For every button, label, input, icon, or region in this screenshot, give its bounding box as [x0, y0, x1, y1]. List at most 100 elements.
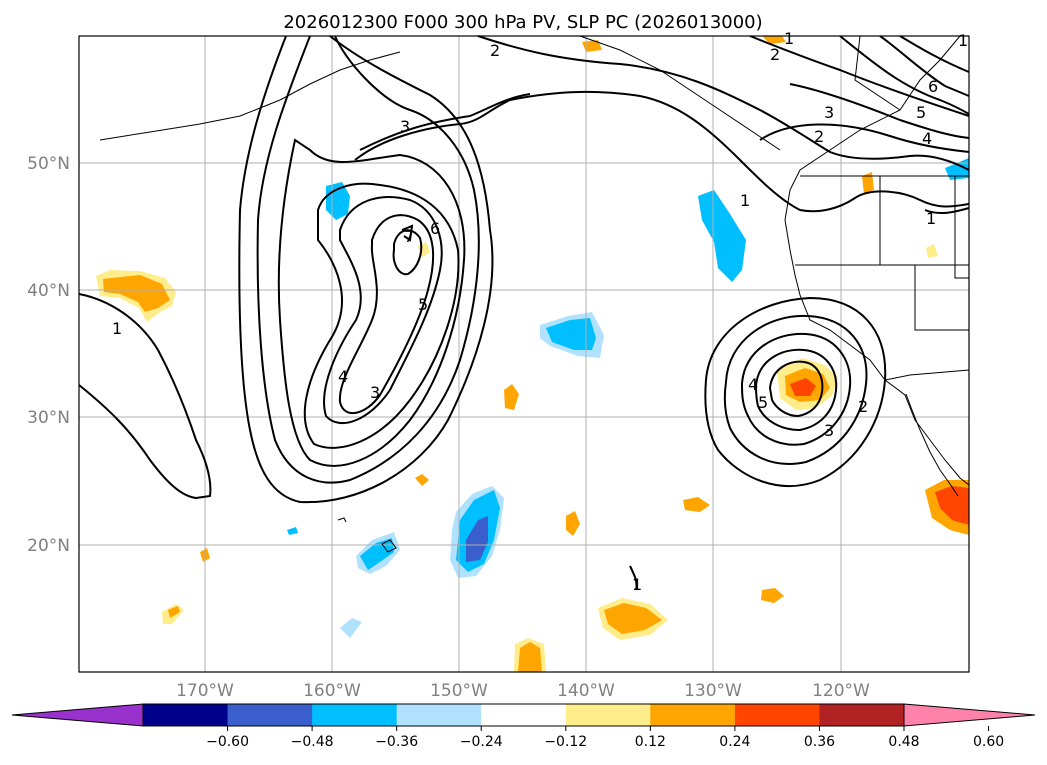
colorbar-segment [227, 704, 313, 726]
lon-label: 140°W [557, 681, 615, 701]
colorbar-segment [650, 704, 736, 726]
map-border [78, 35, 970, 673]
contour-label: 3 [370, 383, 380, 402]
lon-label: 160°W [303, 681, 361, 701]
pv-negative-strong [466, 516, 488, 562]
lat-label: 50°N [27, 154, 70, 174]
contour-labels: 1 2 3 4 5 6 7 1 3 4 5 1 2 3 4 5 6 2 3 2 … [112, 29, 968, 594]
slp-contour [401, 224, 414, 242]
colorbar-segment [312, 704, 398, 726]
us-mexico-border [884, 369, 970, 381]
colorbar-segment [143, 704, 229, 726]
contour-label: 7 [404, 227, 414, 246]
slp-contour [392, 229, 423, 276]
hawaii-island [381, 539, 397, 553]
contour-label: 3 [824, 421, 834, 440]
slp-contour [303, 182, 460, 449]
north-america-coast [784, 35, 970, 486]
slp-contours [78, 35, 970, 591]
contour-label: 1 [740, 191, 750, 210]
pv-positive [604, 603, 662, 634]
slp-contour [749, 35, 970, 117]
state-border [954, 176, 969, 279]
colorbar-extend-high [903, 703, 1036, 727]
slp-contour [768, 360, 824, 418]
gridlines [79, 36, 969, 672]
slp-contour [477, 35, 970, 171]
slp-contour [754, 348, 838, 432]
pv-positive [862, 172, 874, 194]
lat-label: 40°N [27, 281, 70, 301]
pv-positive [761, 588, 784, 603]
slp-contour [323, 196, 443, 425]
lon-label: 170°W [176, 681, 234, 701]
pv-positive [762, 36, 786, 44]
colorbar-tick-label: 0.12 [635, 734, 666, 750]
pv-positive [566, 511, 580, 536]
lon-label: 120°W [812, 681, 870, 701]
colorbar-outline [142, 703, 905, 727]
slp-contour [338, 214, 435, 415]
pv-negative [546, 318, 596, 350]
lat-label: 30°N [27, 408, 70, 428]
aleutian-islands [99, 51, 401, 141]
colorbar-tick-label: 0.24 [719, 734, 750, 750]
pv-positive-strong [790, 378, 816, 396]
colorbar-tick-label: −0.48 [291, 734, 334, 750]
slp-contour [924, 207, 970, 215]
lat-label: 20°N [27, 536, 70, 556]
colorbar-segment [396, 704, 482, 726]
pv-negative [698, 190, 746, 282]
contour-label: 5 [758, 393, 768, 412]
colorbar-tick-label: 0.36 [804, 734, 835, 750]
contour-label: 5 [916, 103, 926, 122]
pv-positive [582, 40, 602, 52]
hawaii-island [337, 517, 347, 523]
slp-contour [740, 332, 852, 446]
lon-label: 150°W [430, 681, 488, 701]
colorbar-segment [565, 704, 651, 726]
slp-contour [629, 565, 638, 591]
slp-contour [704, 296, 887, 487]
contour-label: 2 [770, 45, 780, 64]
contour-label: 3 [400, 117, 410, 136]
state-border [914, 265, 969, 331]
slp-contour [723, 314, 868, 465]
pv-positive [415, 474, 429, 486]
colorbar-segment [819, 704, 905, 726]
pv-positive [103, 275, 170, 312]
contour-label: 1 [958, 31, 968, 50]
contour-label: 3 [824, 103, 834, 122]
lat-axis: 50°N 40°N 30°N 20°N [27, 154, 70, 556]
slp-contour [759, 123, 970, 153]
colorbar-tick-label: −0.36 [375, 734, 418, 750]
slp-contour [359, 93, 531, 151]
contour-label: 1 [926, 209, 936, 228]
map-background [79, 36, 969, 672]
slp-contour [839, 35, 970, 115]
contour-label: 4 [338, 367, 348, 386]
colorbar-extend-low [11, 703, 144, 727]
colorbar-segment [734, 704, 820, 726]
contour-label: 5 [418, 295, 428, 314]
contour-label: 1 [112, 319, 122, 338]
contour-label: 2 [490, 41, 500, 60]
pv-negative [360, 538, 394, 570]
map-title: 2026012300 F000 300 hPa PV, SLP PC (2026… [283, 12, 762, 33]
pv-positive [518, 642, 542, 672]
colorbar: −0.60 −0.48 −0.36 −0.24 −0.12 0.12 0.24 0.36 0.4… [11, 703, 1036, 750]
slp-contour [354, 90, 970, 213]
pv-positive-strong [935, 486, 969, 525]
slp-contour [78, 293, 212, 500]
colorbar-tick-label: −0.60 [206, 734, 249, 750]
pv-positive [683, 497, 710, 512]
colorbar-tick-label: −0.12 [544, 734, 587, 750]
pv-positive-weak [926, 244, 938, 258]
baja-california-coast [905, 393, 959, 497]
contour-label: 4 [748, 375, 758, 394]
contour-label: 6 [928, 77, 938, 96]
colorbar-tick-label: −0.24 [460, 734, 503, 750]
contour-label: 1 [632, 575, 642, 594]
slp-contour [879, 35, 970, 97]
